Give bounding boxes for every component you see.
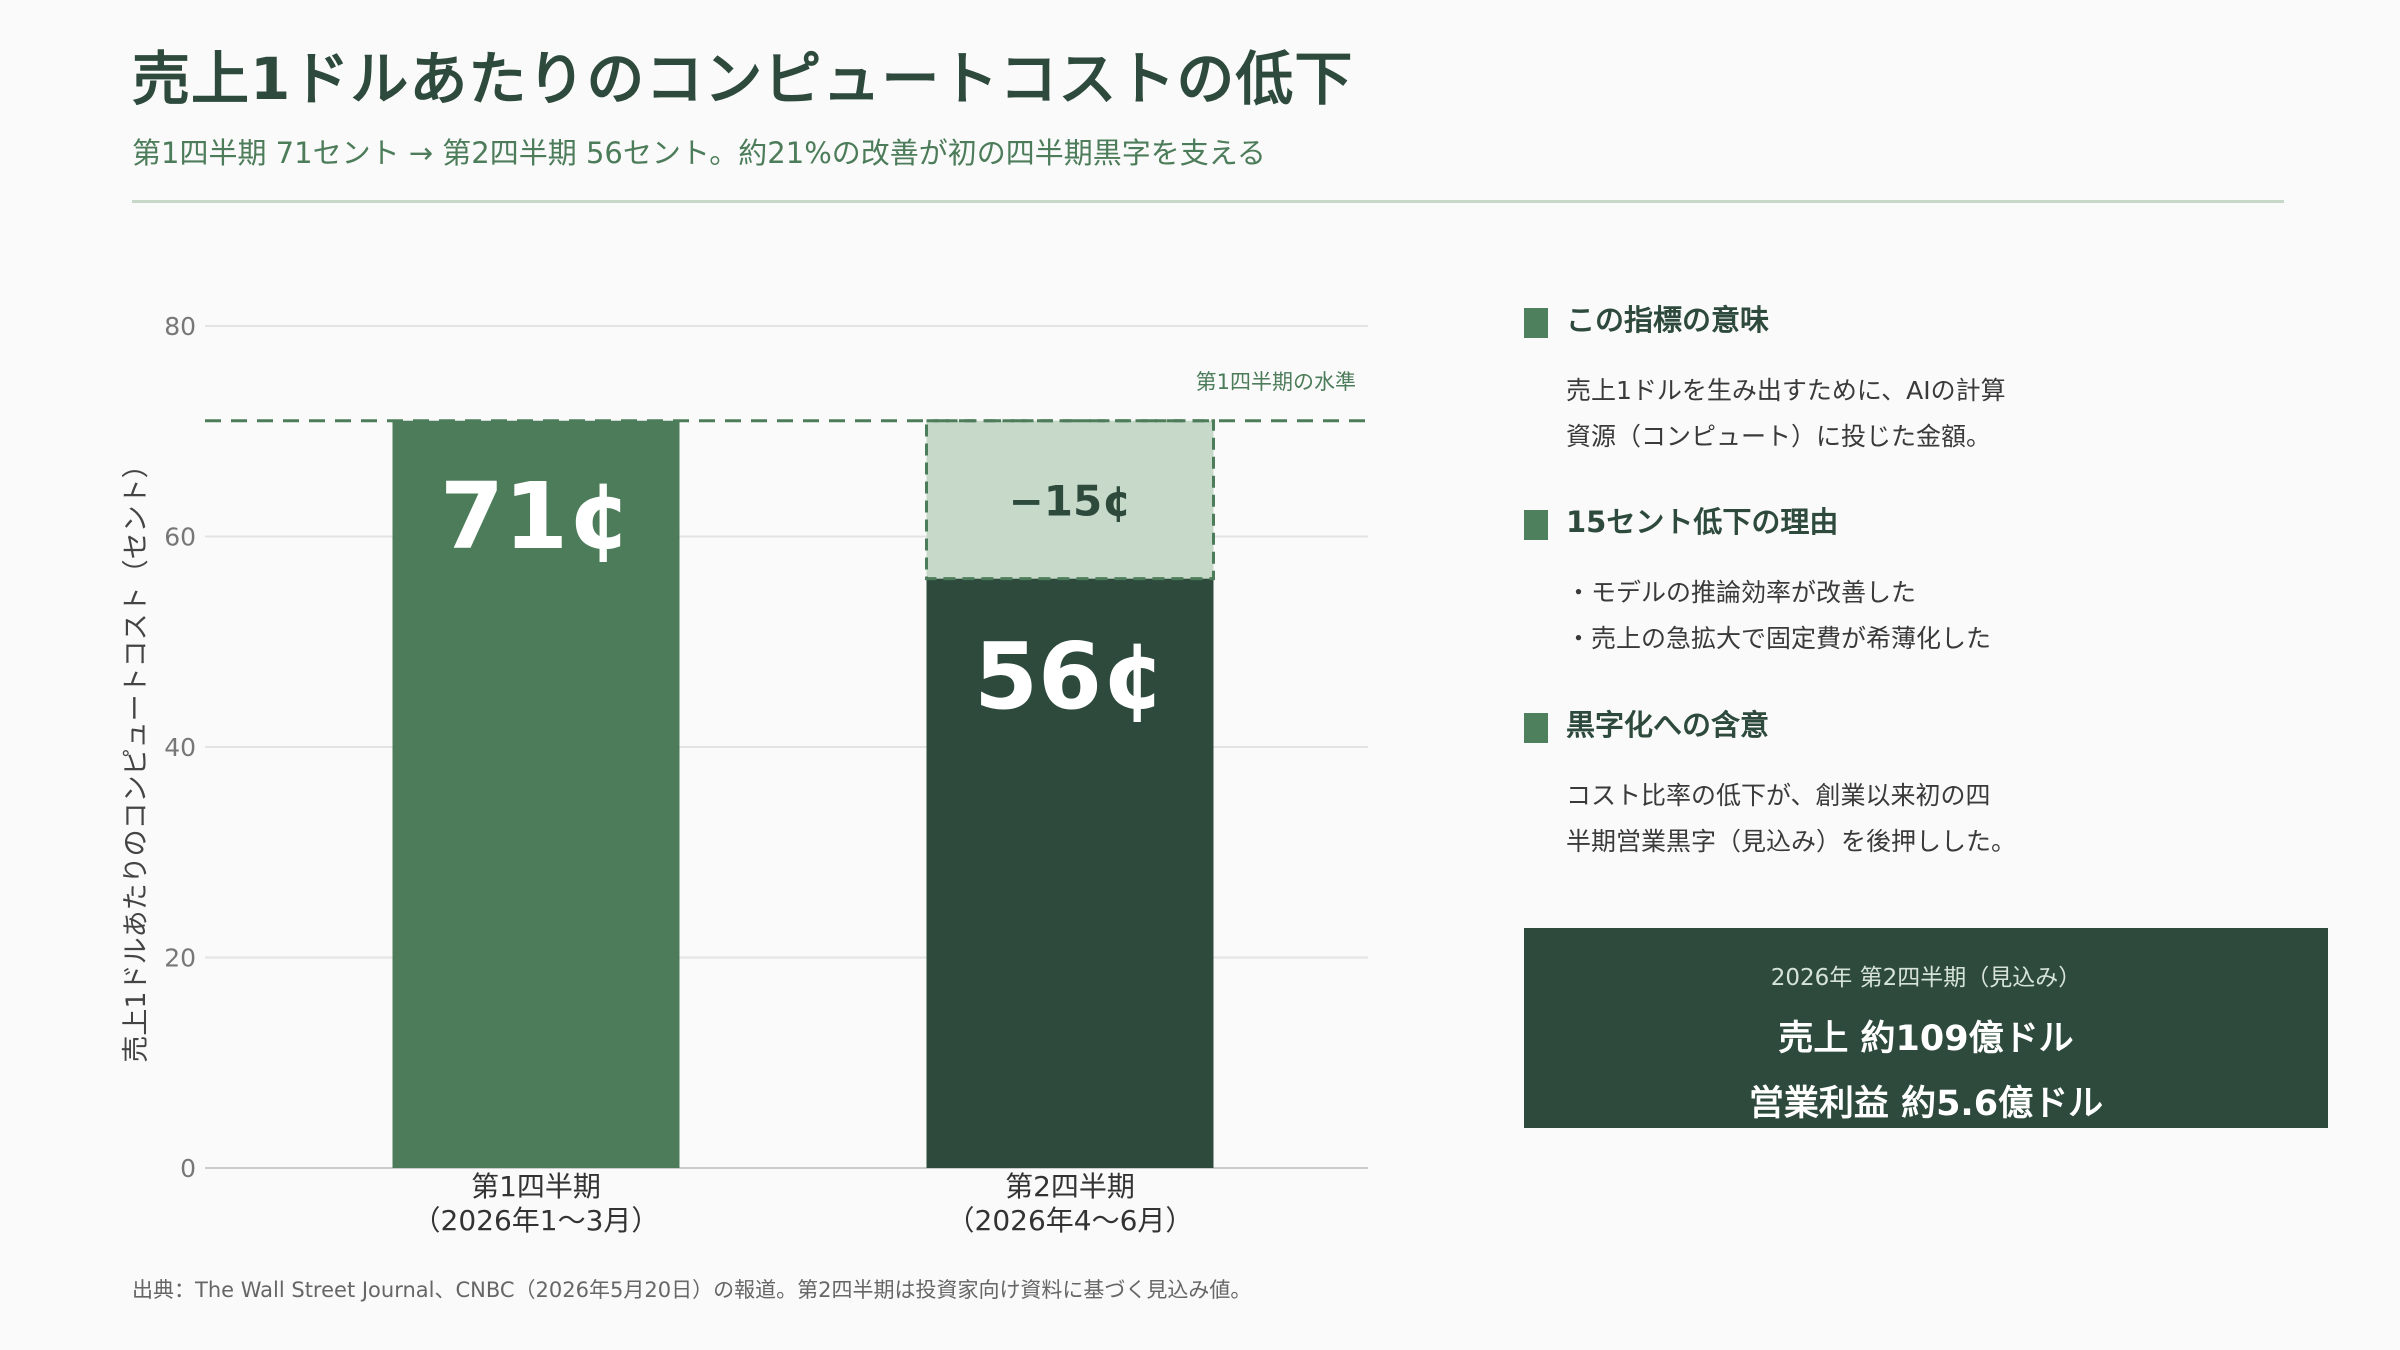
x-category-label: 第1四半期 [471,1170,601,1203]
bar-value-label: 71¢ [440,463,632,570]
section-implication: 黒字化への含意 コスト比率の低下が、創業以来初の四 半期営業黒字（見込み）を後押… [1524,705,2324,865]
x-category-label: （2026年1〜3月） [413,1204,660,1237]
summary-revenue: 売上 約109億ドル [1778,1019,2074,1059]
section-marker-icon [1524,510,1548,540]
section-text-line: ・売上の急拡大で固定費が希薄化した [1566,624,1992,653]
explanation-panel: この指標の意味 売上1ドルを生み出すために、AIの計算 資源（コンピュート）に投… [1524,300,2324,865]
source-note: 出典：The Wall Street Journal、CNBC（2026年5月2… [132,1278,1252,1302]
bar-2 [926,578,1214,1168]
x-category-label: （2026年4〜6月） [947,1204,1194,1237]
y-axis-title: 売上1ドルあたりのコンピュートコスト（セント） [121,451,152,1062]
page-title: 売上1ドルあたりのコンピュートコストの低下 [132,45,1354,113]
bar-1 [392,420,680,1169]
y-tick-label: 40 [164,733,196,762]
section-marker-icon [1524,308,1548,338]
summary-operating-profit: 営業利益 約5.6億ドル [1748,1084,2104,1124]
y-tick-label: 20 [164,944,196,973]
bar-chart: 0 20 40 60 80 売上1ドルあたりのコンピュートコスト（セント） −15¢ 第1四半… [121,312,1368,1237]
section-heading: 15セント低下の理由 [1566,505,1839,539]
page-subtitle: 第1四半期 71セント → 第2四半期 56セント。約21%の改善が初の四半期黒… [132,136,1266,170]
section-text-line: 売上1ドルを生み出すために、AIの計算 [1566,376,2006,405]
section-text-line: ・モデルの推論効率が改善した [1566,578,1917,607]
section-text-line: コスト比率の低下が、創業以来初の四 [1566,781,1991,810]
y-tick-label: 80 [164,312,196,341]
section-heading: この指標の意味 [1566,303,1770,337]
section-text-line: 半期営業黒字（見込み）を後押しした。 [1566,827,2017,856]
section-text-line: 資源（コンピュート）に投じた金額。 [1566,422,1992,451]
reduction-label: −15¢ [1009,477,1132,526]
reference-line-label: 第1四半期の水準 [1196,370,1356,394]
section-heading: 黒字化への含意 [1566,708,1770,742]
header-divider [132,200,2284,203]
x-category-label: 第2四半期 [1005,1170,1135,1203]
bar-value-label: 56¢ [974,623,1166,730]
y-tick-label: 60 [164,523,196,552]
reduction-segment [925,419,1215,581]
q2-summary-box: 2026年 第2四半期（見込み） 売上 約109億ドル 営業利益 約5.6億ドル [1524,928,2328,1128]
summary-box-label: 2026年 第2四半期（見込み） [1770,965,2082,991]
section-reasons: 15セント低下の理由 ・モデルの推論効率が改善した ・売上の急拡大で固定費が希薄… [1524,502,2324,705]
section-marker-icon [1524,713,1548,743]
section-meaning: この指標の意味 売上1ドルを生み出すために、AIの計算 資源（コンピュート）に投… [1524,300,2324,502]
y-tick-label: 0 [180,1154,196,1183]
